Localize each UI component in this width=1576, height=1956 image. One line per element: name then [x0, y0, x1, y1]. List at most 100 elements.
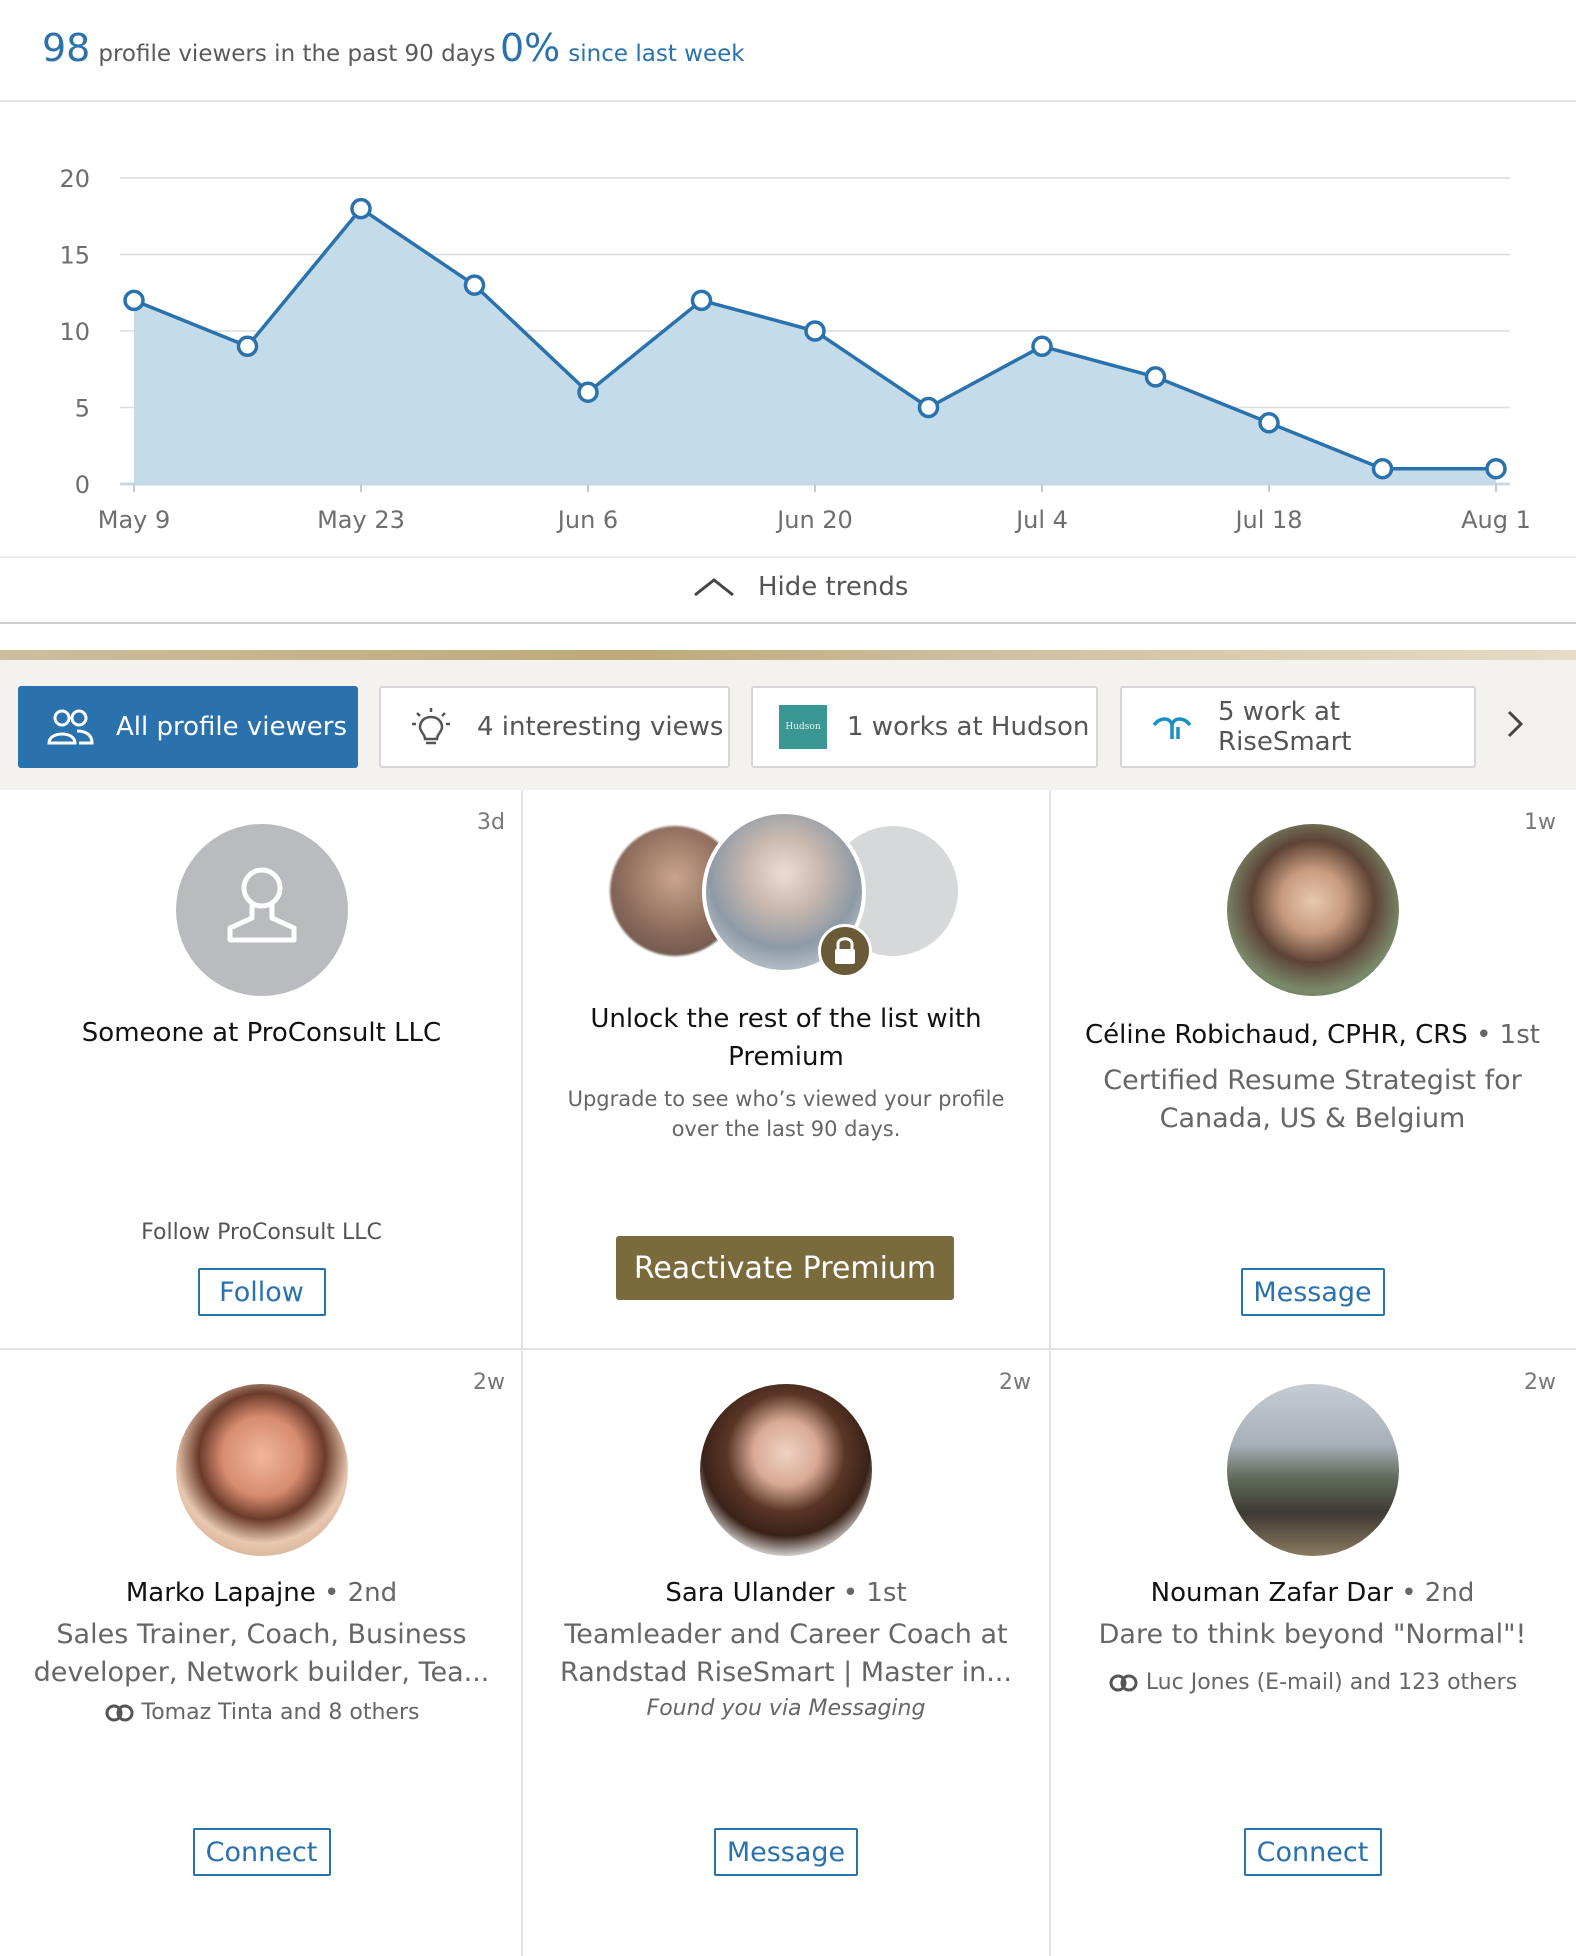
follow-button[interactable]: Follow	[197, 1268, 326, 1316]
chevron-right-icon[interactable]	[1502, 704, 1528, 744]
avatar	[175, 824, 348, 996]
viewers-trend-chart: 0 5 10 15 20 May 9 May 23 Jun 6 Jun 20 Jul 4 Jul 1…	[0, 104, 1576, 556]
filter-interesting-label: 4 interesting views	[477, 712, 724, 742]
view-time: 3d	[477, 810, 505, 835]
viewer-name[interactable]: Marko Lapajne	[125, 1578, 316, 1608]
filter-hudson[interactable]: Hudson 1 works at Hudson	[751, 686, 1098, 768]
data-point	[123, 289, 145, 312]
filter-all-viewers-label: All profile viewers	[116, 712, 347, 742]
avatar[interactable]	[1226, 824, 1399, 996]
viewer-headline: Teamleader and Career Coach at Randstad …	[560, 1619, 1012, 1688]
shared-connections-text: Tomaz Tinta and 8 others	[141, 1700, 420, 1725]
x-tick-label: May 23	[317, 506, 405, 534]
grid-divider	[521, 790, 523, 1956]
viewer-name[interactable]: Someone at ProConsult LLC	[81, 1018, 442, 1048]
view-time: 2w	[999, 1370, 1031, 1395]
view-time: 2w	[1524, 1370, 1556, 1395]
x-tick-label: Jun 20	[775, 506, 853, 534]
hide-trends-bar[interactable]: Hide trends	[0, 556, 1576, 624]
data-point	[1031, 335, 1053, 358]
viewer-headline: Certified Resume Strategist for Canada, …	[1103, 1065, 1522, 1134]
change-value: 0%	[500, 26, 561, 70]
viewer-name-line[interactable]: Sara Ulander • 1st	[523, 1578, 1049, 1608]
viewers-stat[interactable]: 98 profile viewers in the past 90 days	[42, 26, 495, 70]
viewer-name[interactable]: Céline Robichaud, CPHR, CRS	[1085, 1020, 1468, 1050]
chart-canvas: 0 5 10 15 20 May 9 May 23 Jun 6 Jun 20 Jul 4 Jul 1…	[59, 165, 1531, 534]
viewer-headline: Dare to think beyond "Normal"!	[1098, 1619, 1527, 1650]
hide-trends-label[interactable]: Hide trends	[758, 572, 909, 602]
x-tick-label: Aug 1	[1461, 506, 1531, 534]
follow-note: Follow ProConsult LLC	[141, 1220, 382, 1245]
premium-upsell-card: Unlock the rest of the list with Premium…	[523, 790, 1049, 1348]
x-tick-label: May 9	[98, 506, 171, 534]
area-fill	[134, 208, 1496, 484]
filter-all-viewers[interactable]: All profile viewers	[18, 686, 358, 768]
hudson-logo: Hudson	[779, 705, 827, 749]
chevron-up-icon	[694, 578, 734, 597]
filter-bar: All profile viewers 4 interesting views …	[0, 660, 1576, 790]
lock-icon	[835, 937, 855, 964]
shared-connections-icon	[105, 1704, 133, 1721]
viewer-name-line[interactable]: Céline Robichaud, CPHR, CRS • 1st	[1051, 1020, 1574, 1050]
data-point	[1371, 457, 1394, 480]
connection-degree: • 1st	[842, 1578, 907, 1608]
viewer-card: 2w Marko Lapajne • 2nd Sales Trainer, Co…	[0, 1350, 523, 1908]
shared-connections-text: Luc Jones (E-mail) and 123 others	[1145, 1670, 1518, 1695]
filter-risesmart-label: 5 work at RiseSmart	[1218, 697, 1352, 757]
data-point	[1485, 457, 1507, 480]
grid-divider	[1049, 790, 1051, 1956]
premium-title: Unlock the rest of the list with Premium	[590, 1004, 982, 1072]
lock-badge	[818, 924, 872, 978]
viewer-headline: Sales Trainer, Coach, Business developer…	[33, 1619, 490, 1688]
viewer-name-line[interactable]: Nouman Zafar Dar • 2nd	[1051, 1578, 1574, 1608]
data-point	[463, 274, 486, 296]
viewer-name[interactable]: Sara Ulander	[665, 1578, 835, 1608]
viewer-card: 1w Céline Robichaud, CPHR, CRS • 1st Cer…	[1051, 790, 1574, 1348]
y-tick-label: 0	[75, 471, 90, 499]
lightbulb-icon	[412, 708, 450, 745]
viewer-name[interactable]: Nouman Zafar Dar	[1150, 1578, 1393, 1608]
shared-connections[interactable]: Luc Jones (E-mail) and 123 others	[1051, 1670, 1574, 1695]
grid-divider	[0, 1348, 1576, 1350]
y-tick-label: 15	[59, 242, 90, 270]
viewers-label: profile viewers in the past 90 days	[98, 41, 496, 67]
premium-subtitle: Upgrade to see who’s viewed your profile…	[567, 1087, 1005, 1141]
reactivate-premium-button[interactable]: Reactivate Premium	[616, 1236, 954, 1300]
filter-interesting-views[interactable]: 4 interesting views	[379, 686, 730, 768]
data-point	[350, 197, 372, 220]
avatar[interactable]	[700, 1384, 872, 1556]
filter-risesmart[interactable]: 5 work at RiseSmart	[1120, 686, 1476, 768]
found-via: Found you via Messaging	[646, 1696, 926, 1721]
y-tick-label: 10	[59, 318, 90, 346]
connection-degree: • 1st	[1476, 1020, 1540, 1050]
data-point	[1258, 412, 1280, 434]
risesmart-logo-icon	[1152, 717, 1192, 739]
change-label: since last week	[568, 41, 745, 67]
view-time: 2w	[473, 1370, 505, 1395]
viewer-card: 2w Nouman Zafar Dar • 2nd Dare to think …	[1051, 1350, 1574, 1908]
filter-hudson-label: 1 works at Hudson	[847, 712, 1090, 742]
connect-button[interactable]: Connect	[192, 1828, 331, 1876]
stats-header: 98 profile viewers in the past 90 days 0…	[0, 0, 1576, 102]
connect-button[interactable]: Connect	[1243, 1828, 1382, 1876]
data-point	[1144, 366, 1167, 388]
premium-divider	[0, 650, 1576, 660]
avatar[interactable]	[1226, 1384, 1399, 1556]
view-time: 1w	[1524, 810, 1556, 835]
change-stat: 0% since last week	[500, 26, 745, 70]
viewers-count: 98	[42, 26, 91, 70]
connection-degree: • 2nd	[324, 1578, 398, 1608]
people-icon	[47, 709, 94, 745]
viewer-card-anonymous: 3d Someone at ProConsult LLC Follow ProC…	[0, 790, 523, 1348]
viewer-name-line[interactable]: Marko Lapajne • 2nd	[0, 1578, 523, 1608]
message-button[interactable]: Message	[1240, 1268, 1385, 1316]
y-tick-label: 5	[75, 395, 90, 423]
shared-connections[interactable]: Tomaz Tinta and 8 others	[0, 1700, 523, 1725]
avatar[interactable]	[175, 1384, 348, 1556]
viewer-card: 2w Sara Ulander • 1st Teamleader and Car…	[523, 1350, 1049, 1908]
y-tick-label: 20	[59, 165, 90, 193]
data-point	[577, 381, 599, 403]
x-tick-label: Jun 6	[556, 506, 618, 534]
message-button[interactable]: Message	[714, 1828, 858, 1876]
viewers-grid: 3d Someone at ProConsult LLC Follow ProC…	[0, 790, 1576, 1956]
